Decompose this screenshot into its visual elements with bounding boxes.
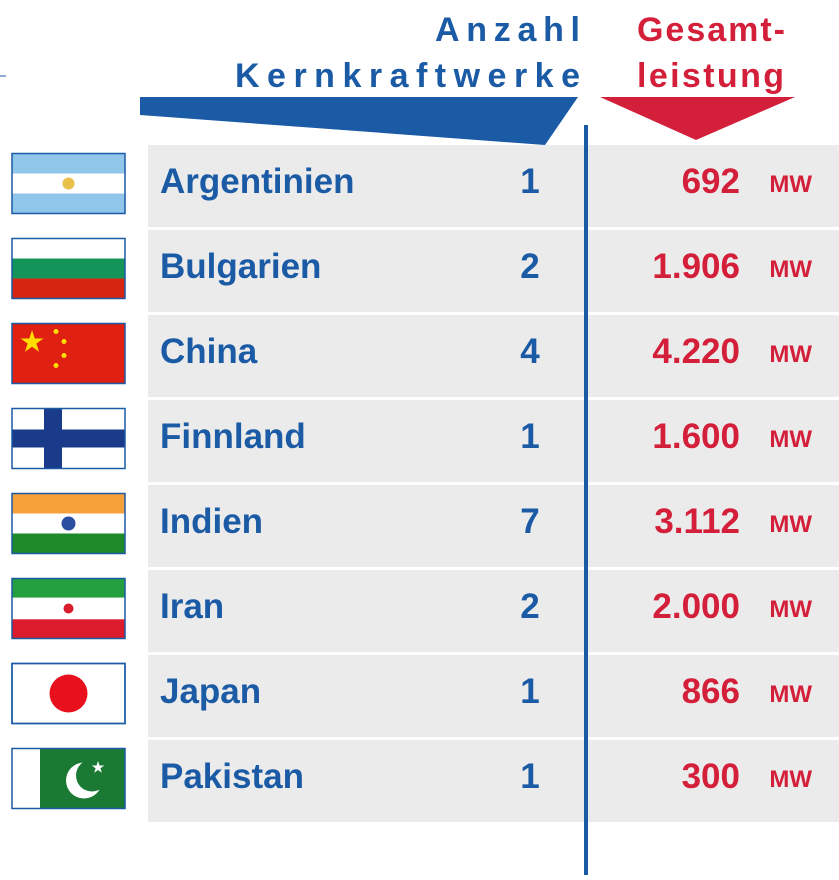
flag-part: ★ — [92, 759, 105, 775]
power: 1.906 — [652, 247, 740, 286]
flag-part — [12, 493, 125, 514]
row-background — [148, 655, 839, 737]
country: Bulgarien — [160, 247, 321, 286]
flag-part — [12, 619, 125, 639]
count: 1 — [520, 672, 539, 711]
unit: MW — [769, 426, 812, 453]
country: Pakistan — [160, 757, 304, 796]
count-header: Kernkraftwerke — [235, 57, 580, 95]
flag: ★ — [11, 322, 126, 385]
row-background — [148, 145, 839, 227]
country: Indien — [160, 502, 263, 541]
power: 2.000 — [652, 587, 740, 626]
count-header: Anzahl — [435, 11, 580, 49]
flag-part — [12, 193, 125, 214]
flag-part — [76, 759, 108, 792]
row: Bulgarien 2 1.906 MW — [11, 230, 839, 312]
row: Finnland 1 1.600 MW — [11, 400, 839, 482]
flag-part — [61, 339, 67, 344]
count: 1 — [520, 757, 539, 796]
power-header: leistung — [637, 57, 784, 95]
flag-border — [11, 662, 126, 725]
header-wedge — [600, 97, 795, 140]
power: 692 — [682, 162, 740, 201]
count: 2 — [520, 247, 539, 286]
power: 3.112 — [654, 502, 740, 541]
flag: ★ — [11, 747, 126, 810]
count: 2 — [520, 587, 539, 626]
power: 1.600 — [652, 417, 740, 456]
unit: MW — [769, 596, 812, 623]
flag-part — [12, 238, 125, 259]
unit: MW — [769, 171, 812, 198]
country: Finnland — [160, 417, 306, 456]
row: ★ Pakistan 1 300 MW — [11, 740, 839, 822]
flag — [11, 407, 126, 470]
unit: MW — [769, 766, 812, 793]
flag-part — [49, 674, 88, 713]
flag-border — [11, 492, 126, 555]
row-background — [148, 485, 839, 567]
count: 4 — [520, 332, 540, 371]
flag-part — [12, 258, 125, 279]
flag — [11, 152, 126, 215]
flag-border — [11, 322, 126, 385]
flag-part — [61, 516, 76, 531]
row: Argentinien 1 692 MW — [11, 145, 839, 227]
unit: MW — [769, 681, 812, 708]
country: Japan — [160, 672, 261, 711]
unit: MW — [769, 256, 812, 283]
row-background — [148, 400, 839, 482]
flag-part — [53, 363, 59, 368]
flag-part — [12, 323, 125, 384]
rows: Argentinien 1 692 MW Bulgarien 2 1.906 MW ★ China… — [11, 145, 839, 822]
flag-part — [53, 329, 59, 334]
unit: MW — [769, 341, 812, 368]
row-background — [148, 315, 839, 397]
count: 7 — [520, 502, 539, 541]
flag — [11, 237, 126, 300]
country: China — [160, 332, 258, 371]
power: 4.220 — [652, 332, 740, 371]
flag-border — [11, 152, 126, 215]
flag-border — [11, 407, 126, 470]
flag-border — [11, 747, 126, 810]
flag-part — [12, 153, 125, 174]
flag-part: ★ — [20, 326, 44, 356]
country: Iran — [160, 587, 224, 626]
power-header: Gesamt- — [637, 11, 785, 49]
flag-part — [12, 533, 125, 554]
row: ★ China 4 4.220 MW — [11, 315, 839, 397]
row: Japan 1 866 MW — [11, 655, 839, 737]
header-wedge — [140, 97, 578, 145]
flag-part — [12, 578, 125, 598]
country: Argentinien — [160, 162, 354, 201]
flag — [11, 492, 126, 555]
row-background — [148, 230, 839, 312]
flag-part — [61, 353, 67, 358]
count: 1 — [520, 162, 539, 201]
unit: MW — [769, 511, 812, 538]
flag-part — [63, 603, 74, 614]
power: 300 — [682, 757, 740, 796]
count: 1 — [520, 417, 539, 456]
flag-part — [62, 177, 75, 190]
power: 866 — [682, 672, 740, 711]
row-background — [148, 740, 839, 822]
flag-part — [12, 429, 125, 448]
row-background — [148, 570, 839, 652]
row: Iran 2 2.000 MW — [11, 570, 839, 652]
flag — [11, 662, 126, 725]
flag-border — [11, 577, 126, 640]
flag-part — [12, 278, 125, 299]
row: Indien 7 3.112 MW — [11, 485, 839, 567]
flag — [11, 577, 126, 640]
flag-border — [11, 237, 126, 300]
